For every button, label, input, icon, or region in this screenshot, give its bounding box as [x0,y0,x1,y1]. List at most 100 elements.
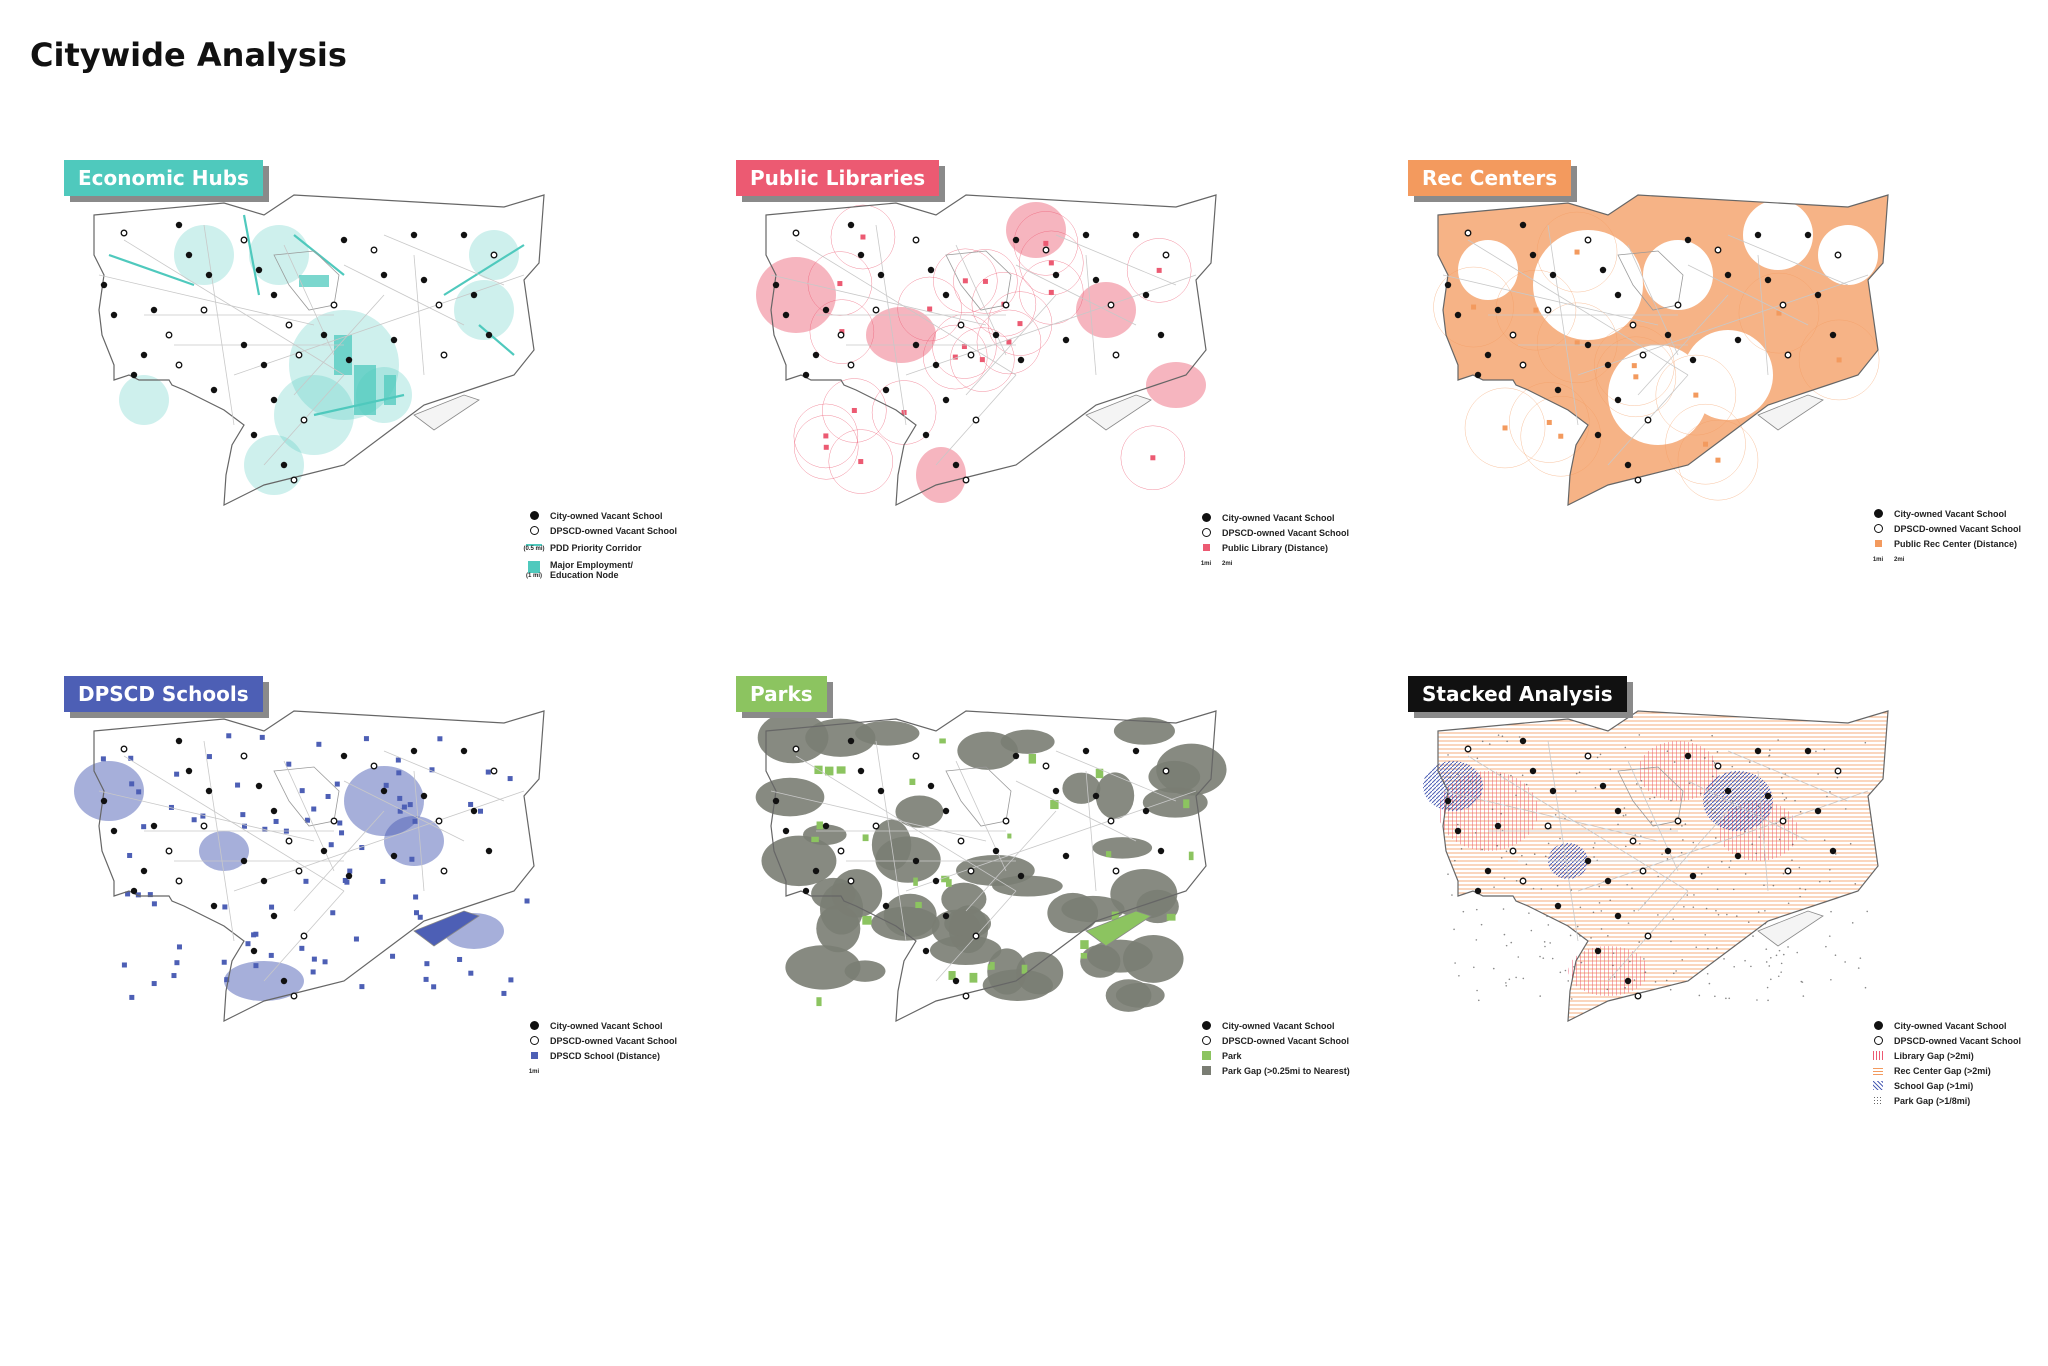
dpscd-owned-school [1784,867,1792,875]
park-gap-dot [1469,780,1472,783]
park-gap-dot [1606,988,1609,991]
dpscd-school-marker [141,824,147,830]
dpscd-owned-school [285,321,293,329]
dpscd-owned-school [1509,331,1517,339]
dpscd-owned-school [1519,361,1527,369]
park-gap-dot [1515,976,1517,979]
legend-label: DPSCD-owned Vacant School [550,1035,678,1046]
library-marker [851,407,857,413]
city-owned-school [1724,271,1732,279]
park-gap-dot [1593,856,1595,858]
road-line [1687,264,1809,326]
dpscd-owned-school [1112,867,1120,875]
city-owned-school-icon [1201,513,1211,522]
city-owned-school [1052,271,1060,279]
park-gap-area [1156,743,1227,796]
park-gap-dot [1768,965,1771,967]
park-gap-dot [1499,773,1502,776]
park-gap-dot [1551,957,1554,960]
park-gap-dot [1854,882,1857,885]
employment-node-buffer [174,225,234,285]
dpscd-owned-school [792,745,800,753]
road-line [1015,780,1137,842]
city-owned-school [822,306,830,314]
library-marker [1048,260,1054,266]
city-owned-school [140,351,148,359]
park-gap-dot [1772,884,1775,887]
city-owned-school [1554,902,1562,910]
city-owned-school [812,867,820,875]
dpscd-school-marker [328,842,334,848]
city-owned-school [250,431,258,439]
legend-label: School Gap (>1mi) [1894,1080,1974,1091]
park-gap-dot [1473,966,1475,969]
park-gap-dot [1493,886,1495,888]
city-owned-school [992,331,1000,339]
employment-node-buffer [249,225,309,285]
dpscd-owned-school [165,847,173,855]
priority-corridor [108,253,195,287]
city-boundary [1437,194,1889,507]
dpscd-school-marker [524,898,530,904]
library-marker [961,344,967,350]
park-gap-dot [1453,928,1455,931]
park-gap-dot [1836,776,1839,779]
park-gap-dot [1530,929,1533,932]
road-line [770,274,987,326]
dpscd-school-marker [401,804,407,810]
library-marker [1156,267,1162,273]
park-gap-dot [1570,889,1573,891]
dpscd-school-marker [413,894,419,900]
park-gap-dot [1784,816,1787,819]
dpscd-school-marker [409,856,415,862]
city-owned-school [1494,822,1502,830]
rec-center-icon [1874,540,1882,547]
park-gap-dot [1692,906,1695,908]
city-owned-school [942,912,950,920]
city-owned-school [1554,386,1562,394]
rec-gap-hatch [1438,711,1888,1021]
city-owned-school [1599,782,1607,790]
park-area [862,915,872,925]
road-line [1727,234,1849,286]
park-gap-dot [1475,908,1478,911]
rec-distance-ring [1665,403,1746,485]
park-gap-dot [1457,823,1459,826]
employment-node-buffer [454,280,514,340]
dpscd-school-marker [380,878,386,884]
rec-distance-ring [1509,382,1590,463]
dpscd-schools-map [74,710,545,1023]
park-gap-dot [1592,846,1595,849]
legend-stacked-analysis: City-owned Vacant School DPSCD-owned Vac… [1868,1018,2021,1108]
library-marker [952,354,958,360]
dpscd-owned-school [837,331,845,339]
library-distance-ring [987,291,1053,356]
park-gap-dot [1580,961,1583,964]
dpscd-owned-school [792,229,800,237]
park-area [836,766,846,774]
park-gap-dot [1714,995,1716,998]
city-owned-school [1614,291,1622,299]
city-owned-school [882,386,890,394]
dpscd-owned-school [165,331,173,339]
public-libraries-map [756,194,1217,507]
priority-corridor [313,393,405,417]
dpscd-school-marker [413,910,419,916]
city-owned-school [1804,747,1812,755]
city-owned-school [320,331,328,339]
dpscd-owned-school [1464,229,1472,237]
park-gap-dot [1607,935,1609,937]
city-owned-school [485,331,493,339]
legend-parks: City-owned Vacant School DPSCD-owned Vac… [1196,1018,1350,1078]
city-owned-school [175,221,183,229]
city-owned-school [1684,236,1692,244]
park-gap-dot [1728,997,1731,1000]
road-line [1055,234,1177,286]
park-gap-dot [1682,839,1684,841]
park-gap-area [1061,895,1125,923]
park-gap-dot [1639,842,1641,845]
city-owned-school [1664,847,1672,855]
park-gap-dot [1705,907,1708,910]
dpscd-owned-school [837,847,845,855]
legend-label: DPSCD-owned Vacant School [1894,1035,2022,1046]
